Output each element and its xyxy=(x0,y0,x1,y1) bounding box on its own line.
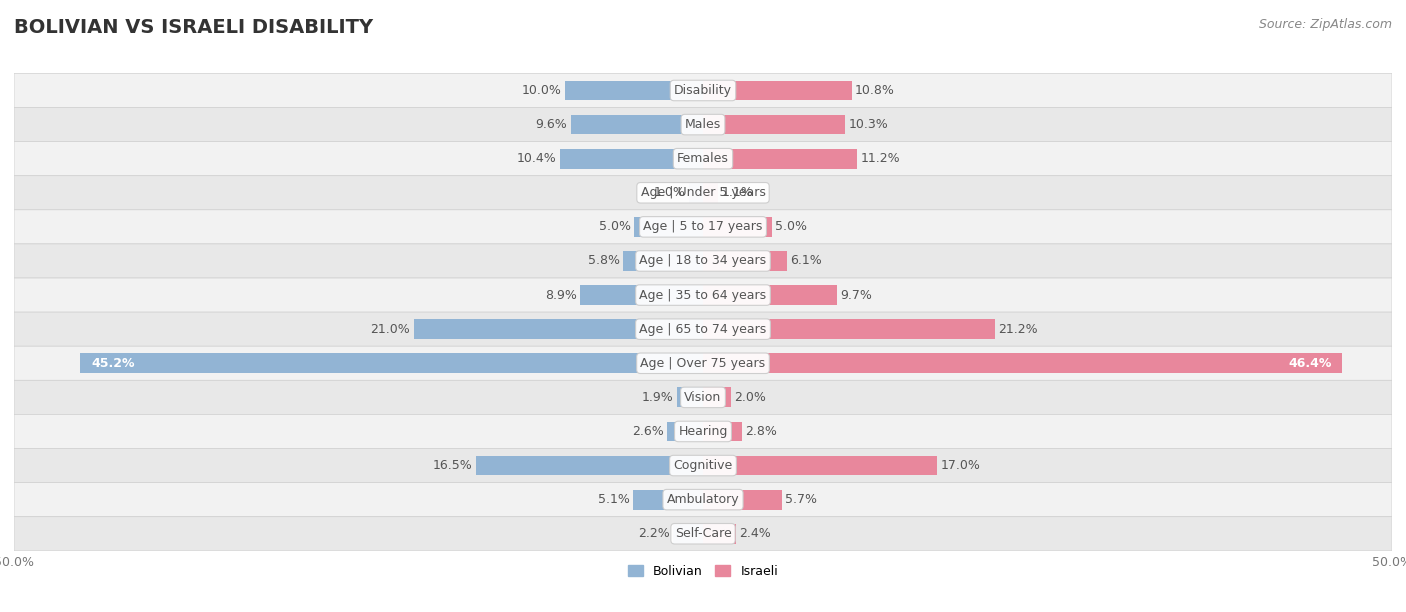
Text: 21.2%: 21.2% xyxy=(998,323,1038,335)
Bar xyxy=(475,456,703,476)
Bar xyxy=(703,319,995,339)
FancyBboxPatch shape xyxy=(14,244,1392,278)
Bar xyxy=(703,353,1343,373)
Text: Age | 35 to 64 years: Age | 35 to 64 years xyxy=(640,289,766,302)
FancyBboxPatch shape xyxy=(14,517,1392,551)
FancyBboxPatch shape xyxy=(14,346,1392,380)
Bar xyxy=(571,114,703,135)
Text: Vision: Vision xyxy=(685,391,721,404)
Bar xyxy=(676,387,703,407)
Text: 5.7%: 5.7% xyxy=(785,493,817,506)
Bar xyxy=(689,183,703,203)
Text: 10.4%: 10.4% xyxy=(516,152,557,165)
Text: Source: ZipAtlas.com: Source: ZipAtlas.com xyxy=(1258,18,1392,31)
FancyBboxPatch shape xyxy=(14,141,1392,176)
Bar xyxy=(703,183,718,203)
Bar xyxy=(703,285,837,305)
Bar xyxy=(703,422,741,441)
FancyBboxPatch shape xyxy=(14,73,1392,108)
Text: BOLIVIAN VS ISRAELI DISABILITY: BOLIVIAN VS ISRAELI DISABILITY xyxy=(14,18,373,37)
Bar xyxy=(80,353,703,373)
FancyBboxPatch shape xyxy=(14,210,1392,244)
FancyBboxPatch shape xyxy=(14,449,1392,483)
FancyBboxPatch shape xyxy=(14,380,1392,414)
Text: 9.6%: 9.6% xyxy=(536,118,568,131)
Bar xyxy=(633,490,703,510)
Text: Females: Females xyxy=(678,152,728,165)
Text: 5.0%: 5.0% xyxy=(599,220,631,233)
FancyBboxPatch shape xyxy=(14,312,1392,346)
Text: 10.0%: 10.0% xyxy=(522,84,562,97)
Text: 8.9%: 8.9% xyxy=(546,289,576,302)
Bar xyxy=(560,149,703,168)
Bar xyxy=(634,217,703,237)
Bar xyxy=(623,251,703,271)
FancyBboxPatch shape xyxy=(14,278,1392,312)
Bar xyxy=(703,524,737,543)
Bar xyxy=(703,490,782,510)
FancyBboxPatch shape xyxy=(14,176,1392,210)
Text: Males: Males xyxy=(685,118,721,131)
Text: 2.2%: 2.2% xyxy=(638,528,669,540)
Text: 1.9%: 1.9% xyxy=(641,391,673,404)
Bar xyxy=(703,251,787,271)
Text: 45.2%: 45.2% xyxy=(91,357,135,370)
Legend: Bolivian, Israeli: Bolivian, Israeli xyxy=(623,560,783,583)
Text: 1.1%: 1.1% xyxy=(721,186,754,200)
Text: Self-Care: Self-Care xyxy=(675,528,731,540)
Bar xyxy=(703,387,731,407)
Bar xyxy=(703,114,845,135)
Text: Age | Under 5 years: Age | Under 5 years xyxy=(641,186,765,200)
Text: 2.6%: 2.6% xyxy=(633,425,664,438)
Bar xyxy=(703,81,852,100)
Text: Age | 18 to 34 years: Age | 18 to 34 years xyxy=(640,255,766,267)
Text: 1.0%: 1.0% xyxy=(654,186,686,200)
Bar xyxy=(668,422,703,441)
FancyBboxPatch shape xyxy=(14,483,1392,517)
Text: Cognitive: Cognitive xyxy=(673,459,733,472)
Text: 16.5%: 16.5% xyxy=(433,459,472,472)
FancyBboxPatch shape xyxy=(14,414,1392,449)
Bar xyxy=(703,217,772,237)
Text: 5.0%: 5.0% xyxy=(775,220,807,233)
Text: 10.3%: 10.3% xyxy=(848,118,889,131)
Text: 2.4%: 2.4% xyxy=(740,528,770,540)
Text: Hearing: Hearing xyxy=(678,425,728,438)
Bar xyxy=(703,149,858,168)
Bar xyxy=(581,285,703,305)
Text: 2.0%: 2.0% xyxy=(734,391,766,404)
Text: 5.1%: 5.1% xyxy=(598,493,630,506)
Text: 5.8%: 5.8% xyxy=(588,255,620,267)
Text: Age | 65 to 74 years: Age | 65 to 74 years xyxy=(640,323,766,335)
Text: Disability: Disability xyxy=(673,84,733,97)
Text: Ambulatory: Ambulatory xyxy=(666,493,740,506)
Text: 11.2%: 11.2% xyxy=(860,152,900,165)
Text: 2.8%: 2.8% xyxy=(745,425,776,438)
Text: 6.1%: 6.1% xyxy=(790,255,823,267)
Bar xyxy=(565,81,703,100)
Text: 46.4%: 46.4% xyxy=(1288,357,1331,370)
Text: 17.0%: 17.0% xyxy=(941,459,980,472)
Bar xyxy=(703,456,938,476)
Text: Age | 5 to 17 years: Age | 5 to 17 years xyxy=(644,220,762,233)
Text: 9.7%: 9.7% xyxy=(839,289,872,302)
Text: Age | Over 75 years: Age | Over 75 years xyxy=(641,357,765,370)
Bar xyxy=(413,319,703,339)
Text: 21.0%: 21.0% xyxy=(371,323,411,335)
Text: 10.8%: 10.8% xyxy=(855,84,896,97)
FancyBboxPatch shape xyxy=(14,108,1392,141)
Bar xyxy=(672,524,703,543)
